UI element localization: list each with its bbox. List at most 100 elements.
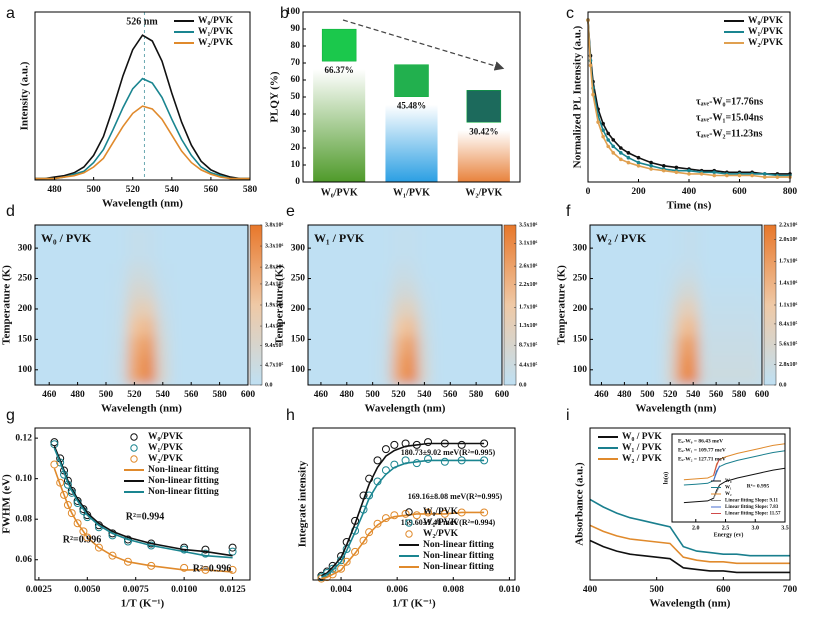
value-label: 45.48% bbox=[397, 101, 426, 111]
heatmap-cell bbox=[169, 225, 248, 264]
data-point bbox=[606, 138, 611, 142]
heatmap-cell bbox=[590, 336, 654, 355]
heatmap-cell bbox=[308, 281, 380, 300]
series-line bbox=[53, 468, 233, 573]
x-tick-label: 400 bbox=[583, 585, 598, 595]
heatmap-cell bbox=[127, 318, 142, 337]
series-line bbox=[589, 498, 790, 557]
x-tick-label: 600 bbox=[716, 585, 731, 595]
y-tick-label: 0.06 bbox=[15, 555, 32, 565]
colorbar-tick-label: 1.1x10⁶ bbox=[779, 302, 798, 308]
data-point bbox=[228, 543, 237, 552]
y-tick-label: 150 bbox=[18, 335, 33, 345]
annotation: Eᵤ-W₂ = 127.71 meV bbox=[678, 456, 726, 462]
data-point bbox=[412, 511, 421, 520]
heatmap-cell bbox=[127, 299, 142, 319]
heatmap-cell bbox=[653, 354, 665, 373]
y-tick-label: 150 bbox=[291, 335, 306, 345]
heatmap-cell bbox=[379, 354, 393, 373]
heatmap-cell bbox=[169, 263, 248, 282]
heatmap-cell bbox=[169, 299, 248, 319]
heatmap-cell bbox=[392, 281, 405, 300]
plot-frame bbox=[34, 11, 251, 181]
heatmap-cell bbox=[127, 372, 142, 385]
annotation: 180.73±9.02 meV(R²=0.995) bbox=[401, 448, 496, 457]
heatmap-cell bbox=[155, 336, 170, 355]
colorbar-tick-label: 3.8x10⁶ bbox=[265, 222, 284, 228]
panel-letter: f bbox=[566, 203, 571, 220]
bar bbox=[385, 104, 438, 182]
heatmap-cell bbox=[676, 263, 688, 282]
data-point bbox=[373, 456, 382, 465]
annotation: 526 nm bbox=[126, 16, 158, 27]
heatmap-cell bbox=[664, 281, 676, 300]
panel-letter: g bbox=[6, 407, 15, 424]
y-tick-label: 200 bbox=[18, 304, 33, 314]
heatmap-cell bbox=[379, 372, 393, 385]
annotation: R²= 0.995 bbox=[747, 483, 770, 489]
heatmap-cell bbox=[676, 318, 688, 337]
data-point bbox=[588, 63, 593, 68]
data-point bbox=[775, 175, 780, 179]
x-tick-label: 540 bbox=[165, 185, 180, 195]
x-tick-label: 600 bbox=[732, 187, 747, 197]
data-point bbox=[626, 160, 631, 165]
data-point bbox=[79, 505, 88, 514]
heatmap-cell bbox=[113, 225, 128, 264]
panel-letter: a bbox=[6, 5, 15, 22]
y-axis-label: Absorbance (a.u.) bbox=[574, 462, 586, 546]
series-line bbox=[683, 467, 786, 504]
x-tick-label: 480 bbox=[47, 185, 62, 195]
heatmap-cell bbox=[698, 281, 762, 300]
heatmap-cell bbox=[155, 299, 170, 319]
data-point bbox=[73, 519, 82, 528]
plot-frame bbox=[34, 224, 249, 386]
heatmap-cell bbox=[430, 318, 502, 337]
heatmap bbox=[308, 225, 502, 385]
x-tick-label: 520 bbox=[126, 185, 141, 195]
heatmap-cell bbox=[676, 299, 688, 319]
panel-letter: h bbox=[286, 407, 295, 424]
heatmap-cells bbox=[308, 225, 502, 385]
data-point bbox=[636, 155, 641, 160]
legend-label: Non-linear fitting bbox=[423, 551, 494, 561]
data-point bbox=[619, 151, 623, 155]
legend-label: Non-linear fitting bbox=[423, 562, 494, 572]
value-label: 66.37% bbox=[325, 65, 354, 75]
annotation: τₐᵥₑ-W₀=17.76ns bbox=[696, 96, 763, 107]
x-tick-label: W₀/PVK bbox=[321, 187, 358, 198]
colorbar-tick-label: 2.2x10⁶ bbox=[779, 222, 798, 228]
y-tick-label: 60 bbox=[291, 75, 301, 85]
heatmap-cell bbox=[392, 354, 405, 373]
x-tick-label: 560 bbox=[443, 390, 458, 400]
heatmap-cell bbox=[590, 225, 654, 264]
x-tick-label: 3.5 bbox=[781, 525, 789, 531]
heatmap-cell bbox=[141, 263, 156, 282]
heatmap-cell bbox=[155, 225, 170, 264]
heatmap-cell bbox=[35, 372, 114, 385]
x-axis-label: Time (ns) bbox=[667, 200, 712, 212]
data-point bbox=[661, 168, 666, 173]
x-tick-label: 500 bbox=[366, 390, 381, 400]
heatmap-cell bbox=[392, 318, 405, 337]
y-tick-label: 100 bbox=[286, 7, 301, 17]
colorbar-tick-label: 0.0 bbox=[265, 382, 273, 388]
series-line bbox=[683, 443, 786, 481]
heatmap-cell bbox=[35, 336, 114, 355]
data-point bbox=[636, 164, 641, 168]
colorbar-tick-label: 3.5x10⁶ bbox=[519, 222, 538, 228]
data-point bbox=[201, 545, 210, 554]
data-point bbox=[762, 172, 767, 176]
heatmap-cell bbox=[113, 372, 128, 385]
heatmap-cell bbox=[417, 336, 431, 355]
heatmap-cell bbox=[392, 263, 405, 282]
heatmap-cell bbox=[308, 336, 380, 355]
heatmap-cell bbox=[113, 263, 128, 282]
heatmap-cell bbox=[417, 354, 431, 373]
x-axis-label: Wavelength (nm) bbox=[102, 198, 183, 210]
data-point bbox=[351, 547, 360, 556]
data-point bbox=[619, 146, 623, 150]
data-point bbox=[60, 490, 69, 499]
data-point bbox=[424, 454, 433, 463]
series-line bbox=[713, 458, 721, 476]
